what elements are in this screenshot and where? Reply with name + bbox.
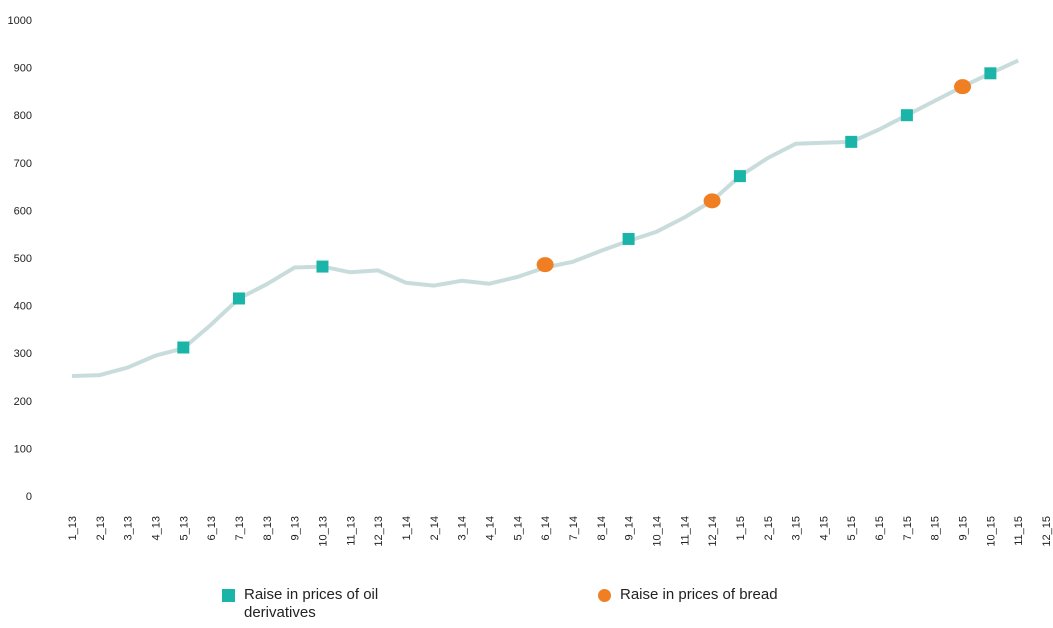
legend-swatch [222, 589, 235, 602]
y-tick-label: 300 [14, 348, 32, 360]
x-tick-label: 3_15 [791, 516, 803, 540]
oil-marker [232, 292, 245, 305]
x-tick-label: 5_14 [512, 516, 524, 540]
x-tick-label: 3_14 [457, 516, 469, 540]
x-tick-label: 9_13 [290, 516, 302, 540]
x-tick-label: 5_13 [178, 516, 190, 540]
legend-label: Raise in prices of bread [620, 586, 778, 603]
x-tick-label: 12_14 [707, 516, 719, 547]
x-tick-label: 2_15 [763, 516, 775, 540]
x-tick-label: 4_14 [484, 516, 496, 540]
x-tick-label: 7_13 [234, 516, 246, 540]
x-tick-label: 4_13 [150, 516, 162, 540]
x-tick-label: 6_14 [540, 516, 552, 540]
x-tick-label: 12_13 [373, 516, 385, 547]
x-tick-label: 2_13 [95, 516, 107, 540]
y-tick-label: 500 [14, 253, 32, 265]
oil-marker [733, 170, 746, 183]
bread-marker [703, 193, 721, 209]
x-tick-label: 12_15 [1041, 516, 1053, 547]
x-tick-label: 1_13 [67, 516, 79, 540]
x-tick-label: 11_14 [679, 516, 691, 546]
x-tick-label: 8_13 [262, 516, 274, 540]
x-tick-label: 8_15 [930, 516, 942, 540]
y-tick-label: 200 [14, 396, 32, 408]
x-tick-label: 6_13 [206, 516, 218, 540]
x-tick-label: 8_14 [596, 516, 608, 540]
x-tick-label: 9_15 [958, 516, 970, 540]
x-tick-label: 11_13 [345, 516, 357, 546]
oil-marker [177, 341, 190, 354]
y-tick-label: 600 [14, 205, 32, 217]
x-tick-label: 4_15 [818, 516, 830, 540]
x-tick-label: 10_13 [317, 516, 329, 547]
x-tick-label: 2_14 [429, 516, 441, 540]
y-tick-label: 900 [14, 63, 32, 75]
y-tick-label: 0 [26, 491, 32, 503]
oil-marker [845, 135, 858, 148]
bread-marker [536, 257, 554, 273]
y-tick-label: 700 [14, 158, 32, 170]
x-tick-label: 11_15 [1013, 516, 1025, 546]
legend-swatch [598, 589, 611, 602]
x-tick-label: 1_14 [401, 516, 413, 540]
x-tick-label: 10_15 [985, 516, 997, 547]
x-tick-label: 9_14 [624, 516, 636, 540]
oil-marker [622, 232, 635, 245]
x-tick-label: 7_14 [568, 516, 580, 540]
x-tick-label: 5_15 [846, 516, 858, 540]
oil-marker [900, 109, 913, 122]
price-line [71, 58, 1020, 378]
oil-marker [984, 67, 997, 80]
bread-marker [954, 79, 972, 95]
y-tick-label: 100 [14, 443, 32, 455]
x-tick-label: 3_13 [123, 516, 135, 540]
y-tick-label: 1000 [8, 15, 32, 27]
x-tick-label: 7_15 [902, 516, 914, 540]
y-tick-label: 800 [14, 110, 32, 122]
x-tick-label: 6_15 [874, 516, 886, 540]
oil-marker [316, 260, 329, 273]
y-tick-label: 400 [14, 301, 32, 313]
x-tick-label: 1_15 [735, 516, 747, 540]
legend-label: Raise in prices of oil derivatives [244, 586, 379, 621]
x-tick-label: 10_14 [651, 516, 663, 547]
